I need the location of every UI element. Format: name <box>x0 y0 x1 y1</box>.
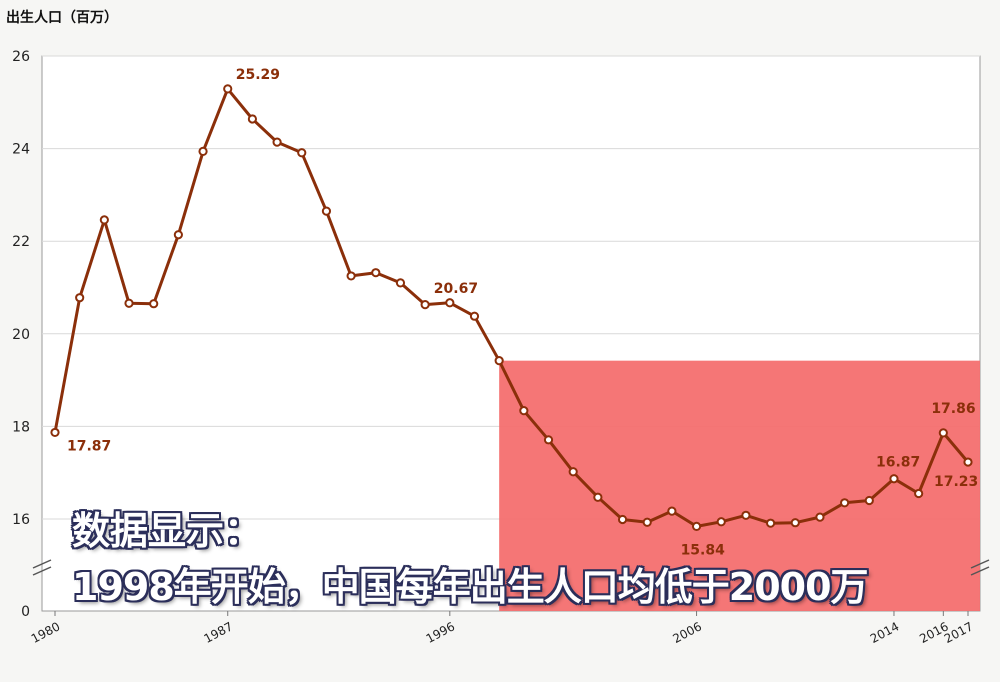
data-point <box>469 311 480 321</box>
x-tick-label: 1987 <box>202 619 236 646</box>
data-point <box>840 498 850 508</box>
data-label: 17.23 <box>934 474 978 490</box>
data-point <box>247 114 258 124</box>
data-point <box>815 512 825 522</box>
data-point <box>99 215 109 225</box>
data-point <box>173 230 183 240</box>
data-point <box>938 428 948 438</box>
data-point <box>741 510 751 520</box>
data-point <box>790 518 800 528</box>
data-point <box>667 506 677 516</box>
y-tick-label: 18 <box>12 419 30 435</box>
data-point <box>593 492 603 502</box>
y-axis-break <box>32 559 990 576</box>
data-point <box>963 457 973 467</box>
data-point <box>519 406 529 416</box>
data-point <box>691 521 702 532</box>
x-tick-label: 2014 <box>868 619 902 646</box>
x-tick-label: 1996 <box>424 619 458 646</box>
data-point <box>50 427 60 438</box>
data-point <box>124 298 134 308</box>
data-label: 25.29 <box>236 67 280 83</box>
data-point <box>346 271 356 281</box>
y-axis-title: 出生人口（百万） <box>6 9 118 26</box>
data-point <box>321 206 332 216</box>
data-point <box>75 293 85 303</box>
y-tick-label: 26 <box>12 49 30 65</box>
highlight-region <box>499 360 980 611</box>
axis-break-mark <box>32 559 52 569</box>
caption-line-2: 1998年开始，中国每年出生人口均低于2000万 <box>72 565 869 609</box>
data-label: 15.84 <box>681 542 726 558</box>
caption-line-1: 数据显示： <box>72 509 263 553</box>
data-point <box>395 278 406 288</box>
axis-break-mark <box>970 566 990 576</box>
data-point <box>914 488 924 499</box>
data-label: 17.86 <box>931 401 975 417</box>
data-point <box>272 137 282 147</box>
data-label: 17.87 <box>67 438 111 454</box>
y-tick-label: 22 <box>12 234 30 250</box>
data-point <box>149 299 159 309</box>
y-tick-label: 24 <box>12 142 30 158</box>
x-tick-label: 2006 <box>670 619 704 646</box>
data-label: 16.87 <box>876 455 920 471</box>
axis-break-mark <box>32 566 52 576</box>
data-labels: 17.87 25.29 20.67 15.84 16.87 17.86 17.23 <box>67 67 978 559</box>
x-tick-label: 2017 <box>942 619 976 646</box>
data-point <box>543 435 554 445</box>
data-label: 20.67 <box>434 281 478 297</box>
data-point <box>494 356 504 366</box>
data-point <box>864 495 874 506</box>
data-point <box>617 514 628 525</box>
data-point <box>420 300 430 310</box>
x-tick-label: 1980 <box>29 619 63 646</box>
y-tick-label: 20 <box>12 327 30 343</box>
data-point <box>198 146 208 156</box>
y-tick-label: 0 <box>21 604 30 620</box>
axis-break-mark <box>970 559 990 569</box>
data-point <box>568 467 578 477</box>
y-tick-label: 16 <box>12 512 30 528</box>
data-point <box>889 474 899 484</box>
data-point <box>642 517 652 527</box>
data-point <box>297 148 307 158</box>
data-point <box>445 298 455 308</box>
data-point <box>223 84 233 94</box>
data-point <box>765 518 776 528</box>
y-axis-ticks: 0 16 18 20 22 24 26 <box>12 49 30 620</box>
data-point <box>716 517 726 527</box>
data-point <box>371 268 381 278</box>
data-points <box>50 84 973 532</box>
